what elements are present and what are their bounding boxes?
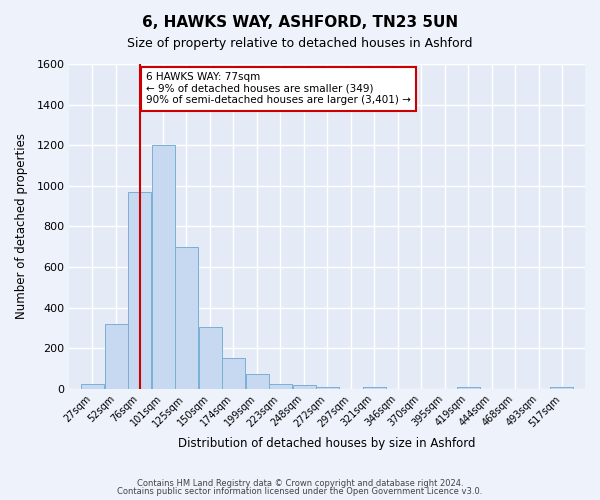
Bar <box>222 358 245 389</box>
Bar <box>152 145 175 389</box>
Bar <box>199 327 222 389</box>
Text: Size of property relative to detached houses in Ashford: Size of property relative to detached ho… <box>127 38 473 51</box>
Bar <box>293 384 316 389</box>
Bar <box>269 384 292 389</box>
Bar <box>105 324 128 389</box>
Bar <box>316 387 338 389</box>
Bar <box>175 246 198 389</box>
Bar <box>457 387 479 389</box>
Text: Contains public sector information licensed under the Open Government Licence v3: Contains public sector information licen… <box>118 487 482 496</box>
Bar <box>81 384 104 389</box>
Bar <box>550 387 574 389</box>
Text: Contains HM Land Registry data © Crown copyright and database right 2024.: Contains HM Land Registry data © Crown c… <box>137 478 463 488</box>
Text: 6, HAWKS WAY, ASHFORD, TN23 5UN: 6, HAWKS WAY, ASHFORD, TN23 5UN <box>142 15 458 30</box>
Bar <box>128 192 151 389</box>
Y-axis label: Number of detached properties: Number of detached properties <box>15 134 28 320</box>
Bar <box>362 387 386 389</box>
Bar <box>245 374 269 389</box>
Text: 6 HAWKS WAY: 77sqm
← 9% of detached houses are smaller (349)
90% of semi-detache: 6 HAWKS WAY: 77sqm ← 9% of detached hous… <box>146 72 411 106</box>
X-axis label: Distribution of detached houses by size in Ashford: Distribution of detached houses by size … <box>178 437 476 450</box>
